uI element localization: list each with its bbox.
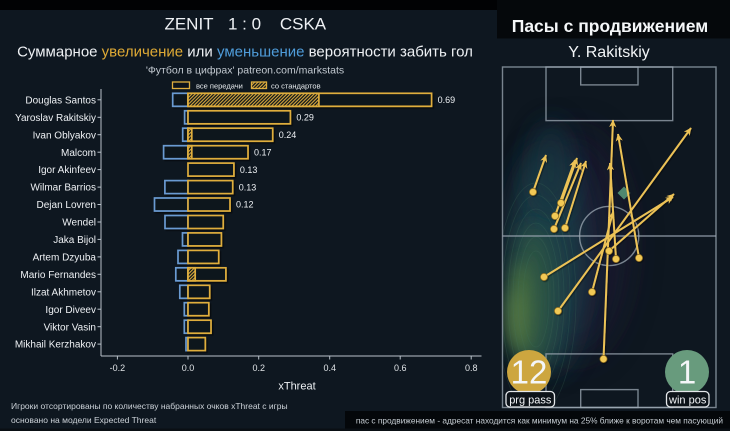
svg-text:Суммарное увеличение или умень: Суммарное увеличение или уменьшение веро… bbox=[17, 44, 473, 61]
svg-text:xThreat: xThreat bbox=[278, 381, 315, 393]
svg-text:Пасы с продвижением: Пасы с продвижением bbox=[512, 16, 708, 36]
svg-text:Jaka Bijol: Jaka Bijol bbox=[53, 235, 96, 246]
svg-text:Игроки отсортированы по количе: Игроки отсортированы по количеству набра… bbox=[11, 401, 288, 411]
svg-text:Dejan Lovren: Dejan Lovren bbox=[37, 200, 96, 211]
svg-text:prg pass: prg pass bbox=[509, 394, 552, 406]
svg-text:Malcom: Malcom bbox=[61, 148, 96, 159]
svg-text:основано на модели Expected Th: основано на модели Expected Threat bbox=[11, 415, 157, 425]
svg-text:0.13: 0.13 bbox=[239, 182, 257, 192]
svg-text:0.6: 0.6 bbox=[394, 363, 407, 373]
svg-text:0.13: 0.13 bbox=[240, 165, 258, 175]
svg-text:Viktor Vasin: Viktor Vasin bbox=[44, 322, 96, 333]
svg-text:0.17: 0.17 bbox=[254, 147, 272, 157]
svg-text:0.2: 0.2 bbox=[252, 363, 265, 373]
svg-text:0.29: 0.29 bbox=[296, 113, 314, 123]
svg-text:Wilmar Barrios: Wilmar Barrios bbox=[30, 183, 96, 194]
svg-text:0.0: 0.0 bbox=[182, 363, 195, 373]
svg-text:0.8: 0.8 bbox=[465, 363, 478, 373]
svg-text:Igor Diveev: Igor Diveev bbox=[45, 305, 96, 316]
svg-text:win pos: win pos bbox=[668, 394, 707, 406]
svg-text:со стандартов: со стандартов bbox=[271, 81, 321, 90]
svg-text:Mikhail Kerzhakov: Mikhail Kerzhakov bbox=[15, 340, 96, 351]
svg-text:Yaroslav Rakitskiy: Yaroslav Rakitskiy bbox=[15, 113, 96, 124]
svg-text:пас с продвижением - адресат н: пас с продвижением - адресат находится к… bbox=[356, 416, 723, 426]
svg-text:12: 12 bbox=[511, 354, 548, 391]
svg-text:Mario Fernandes: Mario Fernandes bbox=[20, 270, 96, 281]
svg-text:Artem Dzyuba: Artem Dzyuba bbox=[33, 253, 97, 264]
svg-text:Douglas Santos: Douglas Santos bbox=[25, 95, 96, 106]
svg-text:все передачи: все передачи bbox=[196, 81, 243, 90]
svg-text:Igor Akinfeev: Igor Akinfeev bbox=[38, 165, 96, 176]
svg-text:-0.2: -0.2 bbox=[110, 363, 126, 373]
svg-text:1: 1 bbox=[678, 354, 696, 391]
svg-text:ZENIT: ZENIT bbox=[164, 15, 213, 34]
svg-text:0.69: 0.69 bbox=[438, 95, 456, 105]
svg-text:CSKA: CSKA bbox=[280, 15, 327, 34]
svg-text:Ilzat Akhmetov: Ilzat Akhmetov bbox=[31, 287, 96, 298]
svg-text:Wendel: Wendel bbox=[62, 218, 96, 229]
svg-text:0.4: 0.4 bbox=[323, 363, 336, 373]
svg-text:1 : 0: 1 : 0 bbox=[228, 15, 261, 34]
svg-text:Y. Rakitskiy: Y. Rakitskiy bbox=[568, 44, 650, 61]
svg-text:0.24: 0.24 bbox=[279, 130, 297, 140]
svg-text:Ivan Oblyakov: Ivan Oblyakov bbox=[33, 130, 96, 141]
svg-text:'Футбол в цифрах' patreon.com/: 'Футбол в цифрах' patreon.com/markstats bbox=[146, 65, 344, 77]
svg-text:0.12: 0.12 bbox=[236, 200, 254, 210]
